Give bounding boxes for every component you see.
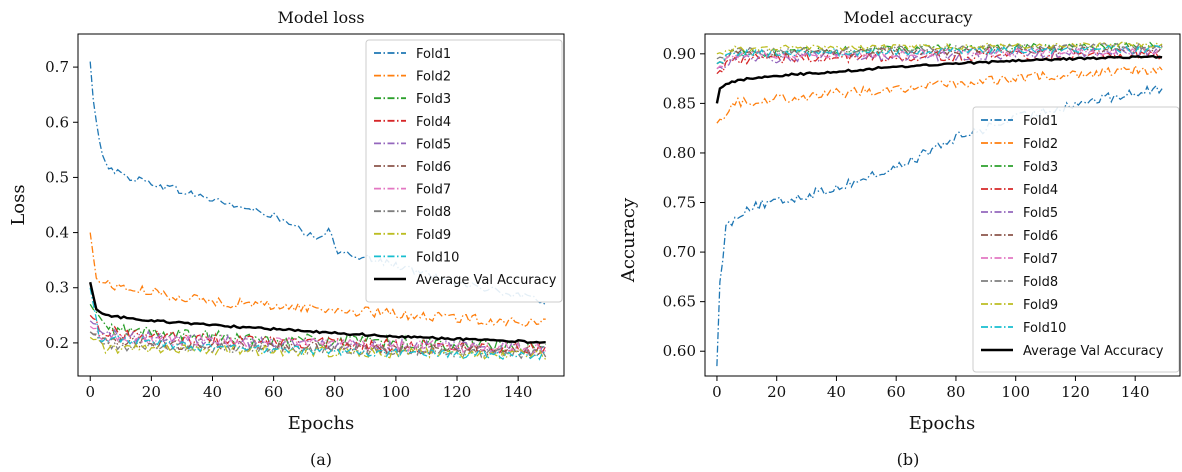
x-tick-label: 40: [203, 383, 222, 401]
legend-entry: Fold4: [1023, 183, 1058, 198]
series-line-fold10: [89, 287, 546, 361]
series-line-fold2: [716, 63, 1163, 124]
loss-panel: Model loss 0 20 40 60 80 100 120 140 0.2 0.3 0.4 0.…: [8, 8, 565, 469]
y-tick-label: 0.90: [663, 45, 696, 63]
legend-entry: Fold1: [1023, 114, 1058, 129]
legend-entry: Fold7: [1023, 252, 1058, 267]
y-tick-label: 0.75: [663, 194, 696, 212]
series-line-average-val-accuracy: [89, 281, 546, 345]
series-line-fold7: [716, 46, 1163, 70]
series-line-fold4: [89, 314, 547, 355]
loss-caption: (a): [310, 450, 332, 469]
legend-entry: Fold2: [1023, 137, 1058, 152]
series-line-fold2: [89, 232, 546, 328]
series-line-fold10: [716, 44, 1163, 65]
y-tick-label: 0.3: [45, 279, 69, 297]
accuracy-legend: Fold1 Fold2 Fold3 Fold4 Fold5 Fold6 Fold7 Fold8…: [972, 106, 1180, 373]
accuracy-axis-ticks: 0 20 40 60 80 100 120 140 0.60 0.65 0.70 0.75 0.80 0.…: [663, 45, 1150, 401]
x-tick-label: 80: [325, 383, 344, 401]
legend-entry: Fold6: [416, 160, 451, 175]
series-line-fold7: [89, 325, 547, 355]
legend-entry: Fold5: [1023, 206, 1058, 221]
x-tick-label: 0: [712, 383, 722, 401]
legend-entry: Fold10: [1023, 321, 1066, 336]
legend-box: [365, 39, 563, 303]
x-tick-label: 20: [142, 383, 161, 401]
legend-entry: Fold8: [416, 205, 451, 220]
legend-entry: Average Val Accuracy: [1023, 344, 1164, 359]
legend-entry: Fold1: [416, 47, 451, 62]
loss-y-axis-label: Loss: [8, 184, 29, 225]
legend-entry: Fold2: [416, 70, 451, 85]
x-tick-label: 0: [85, 383, 95, 401]
series-line-fold1: [716, 84, 1163, 367]
accuracy-series-lines: [715, 40, 1163, 367]
legend-entry: Fold5: [416, 137, 451, 152]
y-tick-label: 0.60: [663, 342, 696, 360]
x-tick-label: 120: [1061, 383, 1090, 401]
x-tick-label: 60: [264, 383, 283, 401]
accuracy-plot-frame: [704, 33, 1181, 377]
series-line-fold8: [716, 42, 1163, 60]
y-tick-label: 0.65: [663, 293, 696, 311]
series-line-fold8: [89, 331, 547, 360]
legend-entry: Fold10: [416, 250, 459, 265]
series-line-fold5: [89, 320, 547, 357]
y-tick-label: 0.6: [45, 113, 69, 131]
x-tick-label: 140: [1121, 383, 1150, 401]
legend-entry: Fold9: [416, 228, 451, 243]
accuracy-x-axis-label: Epochs: [909, 413, 975, 434]
loss-axis-ticks: 0 20 40 60 80 100 120 140 0.2 0.3 0.4 0.5 0.6 0.7: [45, 58, 532, 401]
y-tick-label: 0.80: [663, 144, 696, 162]
accuracy-caption: (b): [897, 450, 920, 469]
accuracy-chart-title: Model accuracy: [844, 8, 973, 27]
legend-entry: Average Val Accuracy: [416, 273, 557, 288]
y-tick-label: 0.85: [663, 94, 696, 112]
y-tick-label: 0.7: [45, 58, 69, 76]
legend-entry: Fold7: [416, 183, 451, 198]
series-line-fold3: [716, 41, 1163, 65]
x-tick-label: 100: [1001, 383, 1030, 401]
legend-entry: Fold8: [1023, 275, 1058, 290]
legend-box: [972, 106, 1180, 373]
loss-x-axis-label: Epochs: [288, 413, 354, 434]
accuracy-y-axis-label: Accuracy: [618, 197, 639, 283]
series-line-fold9: [716, 40, 1163, 55]
x-tick-label: 60: [887, 383, 906, 401]
x-tick-label: 20: [767, 383, 786, 401]
legend-entry: Fold3: [1023, 160, 1058, 175]
x-tick-label: 140: [504, 383, 533, 401]
legend-entry: Fold6: [1023, 229, 1058, 244]
x-tick-label: 40: [827, 383, 846, 401]
y-tick-label: 0.2: [45, 334, 69, 352]
series-line-fold9: [89, 336, 547, 360]
legend-entry: Fold4: [416, 115, 451, 130]
y-tick-label: 0.5: [45, 168, 69, 186]
legend-entry: Fold3: [416, 92, 451, 107]
series-line-average-val-accuracy: [715, 54, 1163, 104]
y-tick-label: 0.4: [45, 224, 69, 242]
y-tick-label: 0.70: [663, 243, 696, 261]
loss-plot-frame: [77, 33, 565, 377]
x-tick-label: 100: [382, 383, 411, 401]
loss-series-lines: [89, 61, 547, 361]
loss-chart-title: Model loss: [277, 8, 364, 27]
legend-entry: Fold9: [1023, 298, 1058, 313]
series-line-fold1: [89, 61, 547, 306]
series-line-fold5: [716, 46, 1163, 70]
x-tick-label: 80: [946, 383, 965, 401]
loss-legend: Fold1 Fold2 Fold3 Fold4 Fold5 Fold6 Fold7 Fold8…: [365, 39, 563, 303]
x-tick-label: 120: [443, 383, 472, 401]
accuracy-panel: Model accuracy 0 20 40 60 80 100 120 140 0.60 0.6…: [618, 8, 1181, 469]
